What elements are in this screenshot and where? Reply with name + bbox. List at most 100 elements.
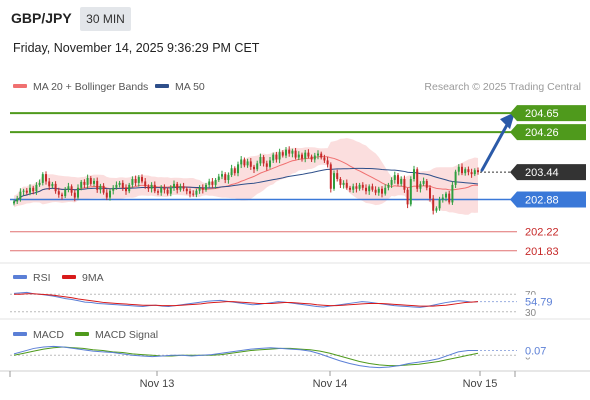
candle-body bbox=[400, 179, 403, 184]
candle-body bbox=[256, 163, 259, 170]
symbol-title: GBP/JPY bbox=[11, 10, 72, 26]
candle-body bbox=[377, 188, 380, 193]
price-legend: MA 20 + Bollinger Bands MA 50 bbox=[13, 81, 205, 93]
candle-body bbox=[448, 193, 451, 203]
candle-body bbox=[105, 192, 108, 198]
ma50-legend-swatch bbox=[155, 84, 169, 88]
candle-body bbox=[467, 169, 470, 173]
candle-body bbox=[214, 179, 217, 185]
candle-body bbox=[131, 179, 134, 185]
candle-body bbox=[150, 184, 153, 189]
candle-body bbox=[336, 173, 339, 179]
candle-body bbox=[371, 186, 374, 190]
candle-body bbox=[35, 184, 38, 192]
level-label-204.26: 204.26 bbox=[525, 127, 559, 139]
candle-body bbox=[144, 181, 147, 187]
candle-body bbox=[409, 179, 412, 205]
candle-body bbox=[262, 157, 265, 164]
candle-body bbox=[323, 157, 326, 161]
x-axis: Nov 13 Nov 14 Nov 15 bbox=[9, 371, 516, 390]
level-label-202.88: 202.88 bbox=[525, 195, 559, 207]
rsi-ma-legend-swatch bbox=[62, 275, 76, 279]
bollinger-band bbox=[14, 138, 478, 215]
candle-body bbox=[470, 172, 473, 175]
candle-body bbox=[403, 179, 406, 190]
interval-button[interactable]: 30 MIN bbox=[80, 7, 131, 31]
candle-body bbox=[272, 154, 275, 161]
candle-body bbox=[304, 152, 307, 159]
candle-body bbox=[374, 189, 377, 193]
level-label-202.22: 202.22 bbox=[525, 227, 559, 239]
candle-body bbox=[432, 198, 435, 211]
candle-body bbox=[173, 183, 175, 188]
projection-arrow-shaft bbox=[480, 121, 510, 172]
candle-body bbox=[461, 166, 463, 174]
candle-body bbox=[237, 164, 239, 174]
level-label-203.44: 203.44 bbox=[525, 167, 559, 179]
candle-body bbox=[454, 171, 457, 185]
x-axis-tick-label: Nov 15 bbox=[463, 378, 498, 390]
candle-body bbox=[240, 159, 243, 165]
candle-body bbox=[147, 186, 150, 189]
candle-body bbox=[406, 189, 409, 205]
candle-body bbox=[38, 182, 41, 185]
candle-body bbox=[416, 169, 419, 189]
chart-header: GBP/JPY 30 MIN bbox=[0, 0, 590, 36]
candle-body bbox=[54, 183, 57, 192]
candle-body bbox=[32, 187, 35, 192]
rsi-line bbox=[13, 291, 479, 308]
candle-body bbox=[182, 186, 185, 189]
rsi-ma-line bbox=[14, 293, 479, 307]
candle-body bbox=[192, 193, 195, 195]
x-axis-tick-label: Nov 14 bbox=[313, 378, 348, 390]
candle-body bbox=[51, 183, 54, 187]
candle-body bbox=[157, 191, 159, 193]
candle-body bbox=[137, 177, 140, 183]
candle-body bbox=[77, 187, 79, 198]
rsi-panel: RSI9MA703054.79 bbox=[10, 272, 556, 319]
candle-body bbox=[339, 179, 342, 185]
candle-body bbox=[413, 169, 415, 179]
candle-body bbox=[259, 157, 262, 164]
candle-body bbox=[342, 182, 345, 185]
candle-body bbox=[195, 190, 198, 195]
candle-body bbox=[166, 189, 169, 194]
candle-body bbox=[451, 184, 454, 203]
rsi-legend-label: RSI bbox=[33, 272, 51, 284]
rsi-last-bg bbox=[520, 294, 556, 309]
candle-body bbox=[189, 191, 191, 194]
price-panel: 204.65 204.26 203.44 202.88 202.22 201.83 bbox=[10, 105, 586, 258]
candle-body bbox=[275, 154, 278, 160]
candle-body bbox=[249, 161, 252, 167]
candle-body bbox=[352, 186, 355, 190]
candle-body bbox=[224, 174, 227, 180]
candle-body bbox=[365, 187, 367, 192]
projection-arrow-head bbox=[500, 112, 515, 130]
candle-body bbox=[99, 185, 102, 190]
ma20-line bbox=[13, 155, 479, 202]
ma50-legend-label: MA 50 bbox=[175, 81, 205, 93]
candle-body bbox=[294, 150, 297, 158]
candle-body bbox=[70, 186, 73, 193]
candle-body bbox=[349, 187, 351, 190]
candle-body bbox=[16, 198, 19, 202]
candle-body bbox=[381, 188, 383, 194]
candle-body bbox=[134, 179, 137, 183]
candle-body bbox=[45, 174, 47, 182]
candle-body bbox=[163, 187, 166, 190]
candle-body bbox=[61, 194, 63, 197]
candle-body bbox=[198, 187, 201, 191]
candle-body bbox=[208, 181, 211, 185]
candle-body bbox=[125, 187, 127, 192]
candle-body bbox=[301, 154, 303, 159]
candle-body bbox=[419, 183, 422, 189]
rsi-ma-legend-label: 9MA bbox=[82, 272, 104, 284]
candle-body bbox=[438, 199, 441, 209]
ma20-legend-swatch bbox=[13, 84, 27, 88]
candle-body bbox=[288, 149, 291, 154]
candle-body bbox=[89, 178, 92, 184]
candle-body bbox=[464, 169, 467, 174]
macd-last-bg bbox=[520, 343, 550, 358]
candle-body bbox=[29, 187, 31, 193]
